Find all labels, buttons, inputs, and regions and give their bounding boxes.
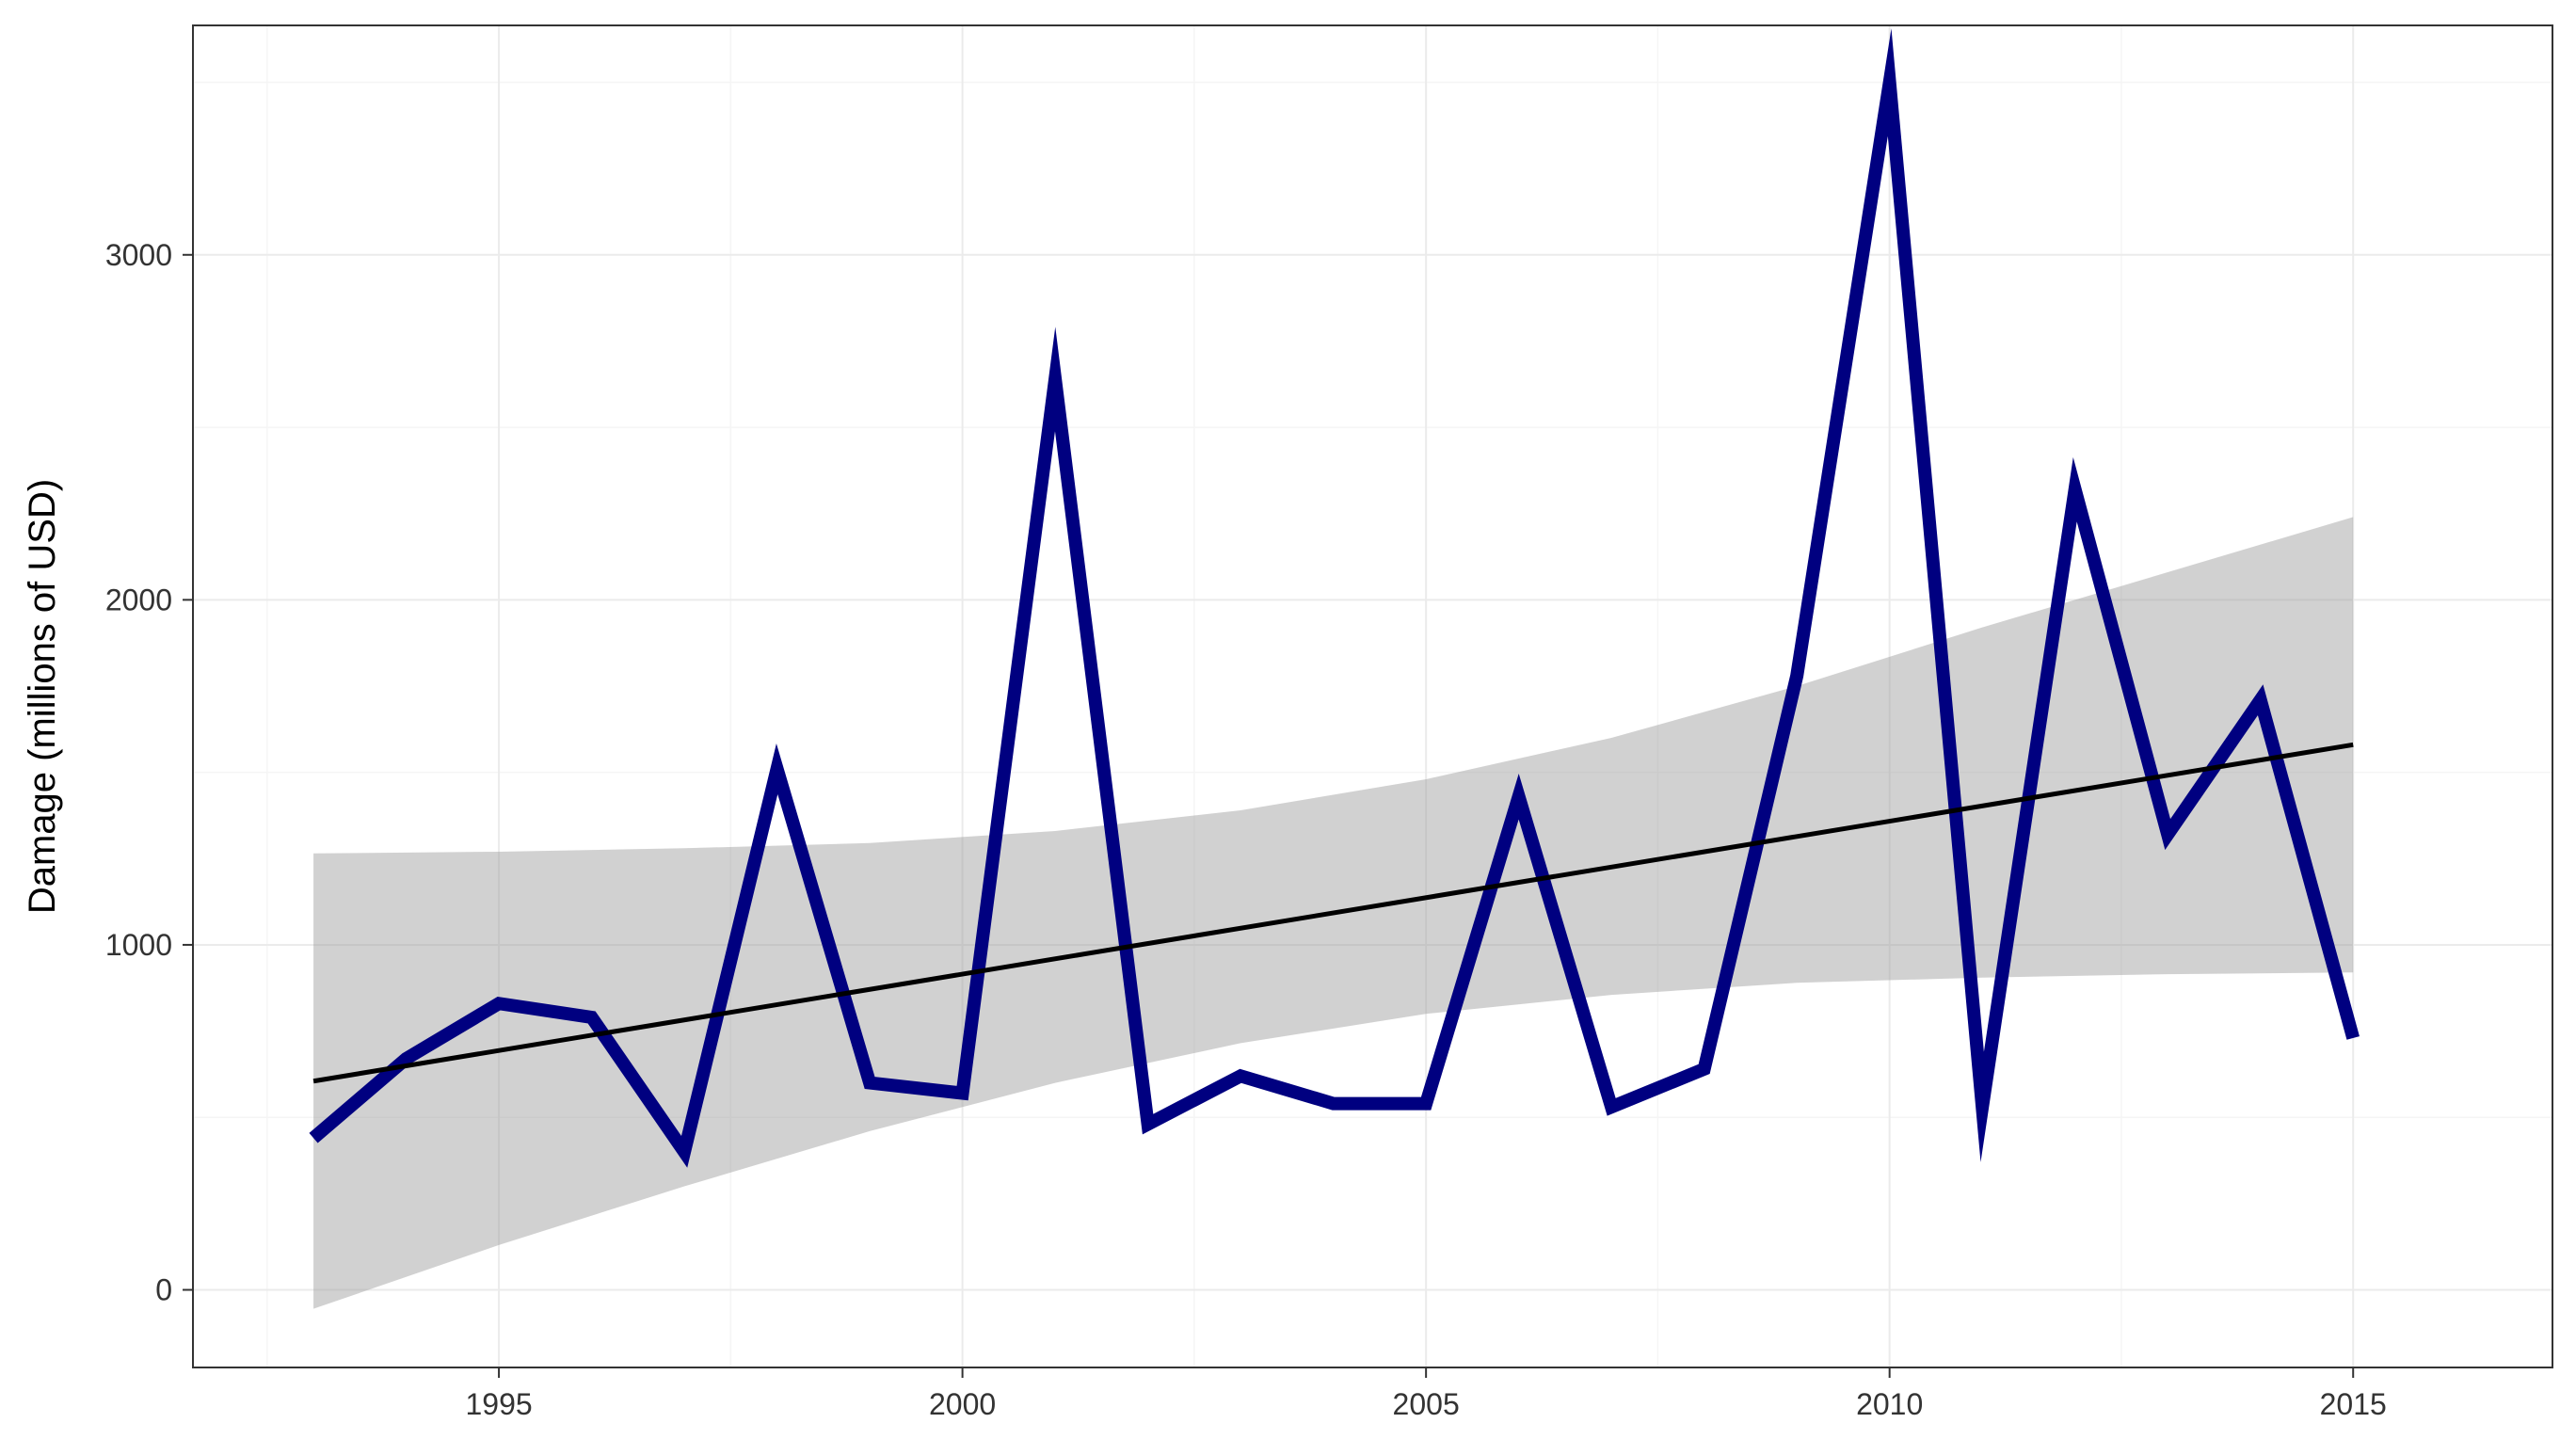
x-tick-label: 1995 — [465, 1387, 532, 1421]
x-tick-label: 2005 — [1393, 1387, 1460, 1421]
minor-gridlines — [193, 25, 2552, 1367]
x-tick-label: 2015 — [2320, 1387, 2387, 1421]
y-tick-label: 0 — [155, 1273, 172, 1307]
y-axis-ticks: 0 1000 2000 3000 — [105, 238, 193, 1307]
damage-series-line — [309, 28, 2360, 1168]
x-tick-label: 2010 — [1856, 1387, 1923, 1421]
plot-panel-border — [192, 24, 2553, 1368]
x-axis-ticks: 1995 2000 2005 2010 2015 — [465, 1367, 2387, 1421]
x-tick-label: 2000 — [929, 1387, 996, 1421]
y-axis-title: Damage (millions of USD) — [22, 479, 63, 914]
y-tick-label: 1000 — [105, 928, 172, 962]
trend-line — [312, 742, 2354, 1084]
y-tick-label: 3000 — [105, 238, 172, 272]
y-tick-label: 2000 — [105, 583, 172, 616]
major-gridlines — [193, 25, 2552, 1367]
